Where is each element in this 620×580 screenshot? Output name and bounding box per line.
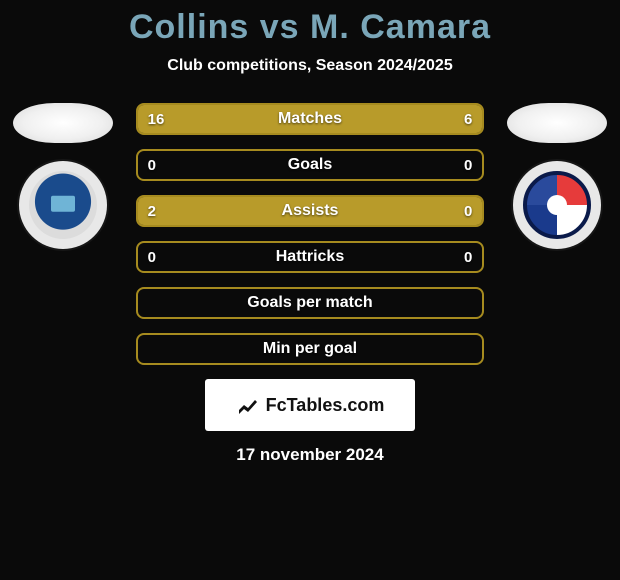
player-left-silhouette bbox=[13, 103, 113, 143]
stat-label: Goals per match bbox=[138, 294, 483, 312]
player-right-column bbox=[502, 103, 612, 249]
club-badge-right bbox=[513, 161, 601, 249]
stat-label: Min per goal bbox=[138, 340, 483, 358]
player-right-silhouette bbox=[507, 103, 607, 143]
player-left-column bbox=[8, 103, 118, 249]
stat-label: Matches bbox=[138, 110, 483, 128]
page-title: Collins vs M. Camara bbox=[0, 8, 620, 47]
brand-label: FcTables.com bbox=[266, 395, 385, 416]
stats-column: 166Matches 00Goals 20Assists 00Hattricks Goa… bbox=[136, 103, 485, 365]
brand-badge[interactable]: FcTables.com bbox=[205, 379, 415, 431]
stat-bar-goals: 00Goals bbox=[136, 149, 485, 181]
club-badge-left bbox=[19, 161, 107, 249]
chart-growth-icon bbox=[236, 393, 260, 417]
content-row: 166Matches 00Goals 20Assists 00Hattricks Goa… bbox=[0, 103, 620, 365]
stat-label: Goals bbox=[138, 156, 483, 174]
stat-label: Hattricks bbox=[138, 248, 483, 266]
club-crest-reading bbox=[523, 171, 591, 239]
stat-bar-goals-per-match: Goals per match bbox=[136, 287, 485, 319]
page-subtitle: Club competitions, Season 2024/2025 bbox=[0, 57, 620, 75]
stat-bar-assists: 20Assists bbox=[136, 195, 485, 227]
stat-bar-matches: 166Matches bbox=[136, 103, 485, 135]
comparison-card: Collins vs M. Camara Club competitions, … bbox=[0, 0, 620, 580]
stat-label: Assists bbox=[138, 202, 483, 220]
footer-date: 17 november 2024 bbox=[0, 445, 620, 465]
stat-bar-min-per-goal: Min per goal bbox=[136, 333, 485, 365]
club-crest-peterborough bbox=[29, 171, 97, 239]
stat-bar-hattricks: 00Hattricks bbox=[136, 241, 485, 273]
